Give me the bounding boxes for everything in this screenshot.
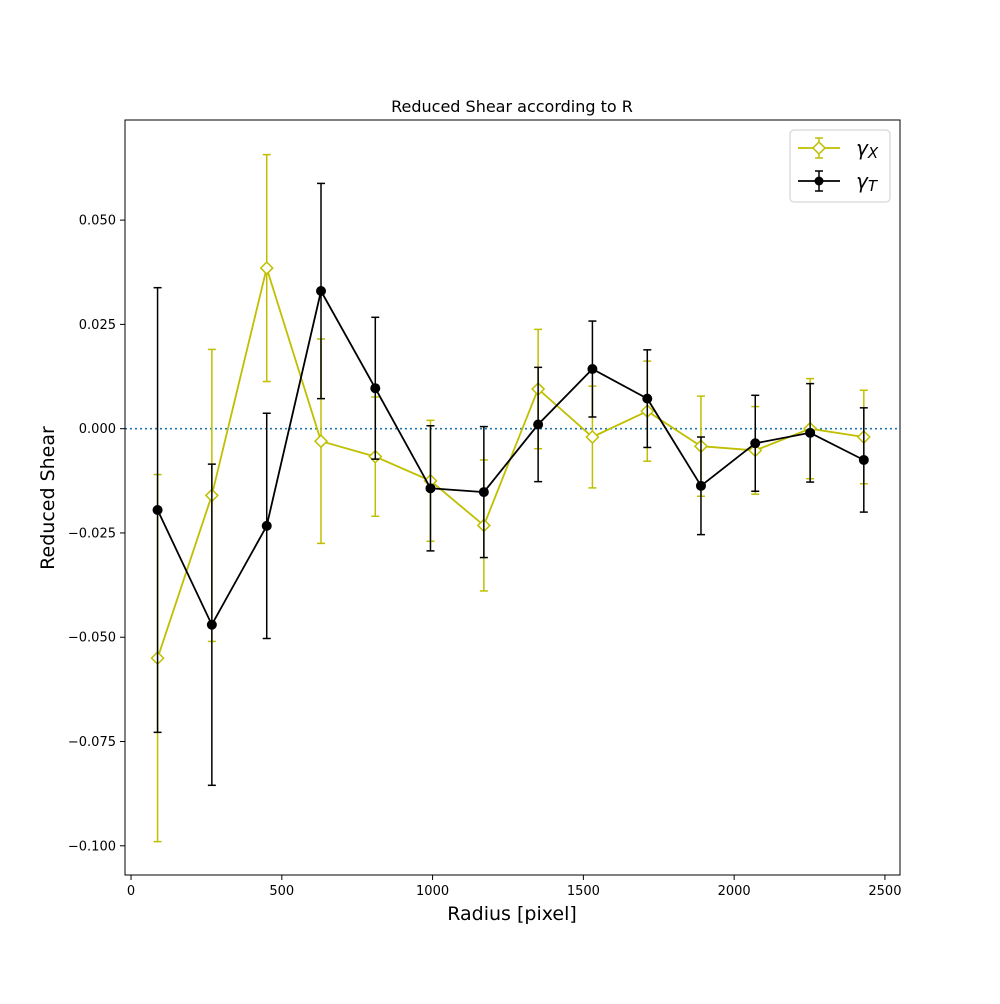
legend-label: γX	[856, 136, 879, 162]
data-point	[858, 454, 869, 465]
legend-label: γT	[856, 169, 879, 195]
legend-marker	[811, 140, 827, 156]
data-point	[313, 434, 329, 449]
y-tick-label: 0.050	[79, 214, 116, 229]
x-tick-label: 500	[269, 884, 294, 899]
data-point	[750, 438, 761, 449]
data-point	[259, 261, 274, 276]
series-1	[152, 182, 869, 787]
data-point	[587, 364, 598, 375]
y-axis-label: Reduced Shear	[37, 426, 59, 570]
data-point	[370, 383, 381, 394]
data-point	[316, 286, 327, 297]
data-point	[206, 619, 217, 630]
y-tick-label: −0.075	[68, 735, 116, 750]
data-point	[533, 419, 544, 430]
data-point	[152, 505, 163, 516]
series-line	[156, 288, 865, 627]
axes: 0 500 1000 1500 2000 2500 −0.100 −0.075 −0.050 −0…	[68, 119, 901, 899]
y-tick-label: −0.100	[68, 839, 116, 854]
x-tick-label: 1000	[416, 884, 449, 899]
x-tick-label: 1500	[567, 884, 600, 899]
data-point	[425, 483, 436, 494]
data-point	[585, 429, 600, 445]
x-tick-label: 2000	[718, 884, 751, 899]
legend-label-subscript: X	[867, 144, 879, 162]
y-tick-label: 0.025	[79, 318, 116, 333]
legend-label-main: γ	[856, 169, 869, 193]
data-point	[805, 427, 816, 438]
x-tick-label: 0	[127, 884, 135, 899]
chart-title: Reduced Shear according to R	[391, 97, 633, 116]
legend-label-subscript: T	[868, 177, 879, 195]
y-tick-label: −0.025	[68, 526, 116, 541]
data-point	[695, 480, 706, 491]
legend-marker	[814, 176, 824, 186]
plot-area	[125, 153, 900, 843]
data-point	[261, 520, 272, 531]
y-tick-label: −0.050	[68, 631, 116, 646]
legend-label-main: γ	[856, 136, 869, 160]
data-point	[478, 487, 489, 498]
y-tick-label: 0.000	[79, 422, 116, 437]
data-point	[642, 393, 653, 404]
x-tick-label: 2500	[868, 884, 901, 899]
axes-frame	[124, 119, 901, 876]
x-axis-label: Radius [pixel]	[447, 903, 577, 925]
